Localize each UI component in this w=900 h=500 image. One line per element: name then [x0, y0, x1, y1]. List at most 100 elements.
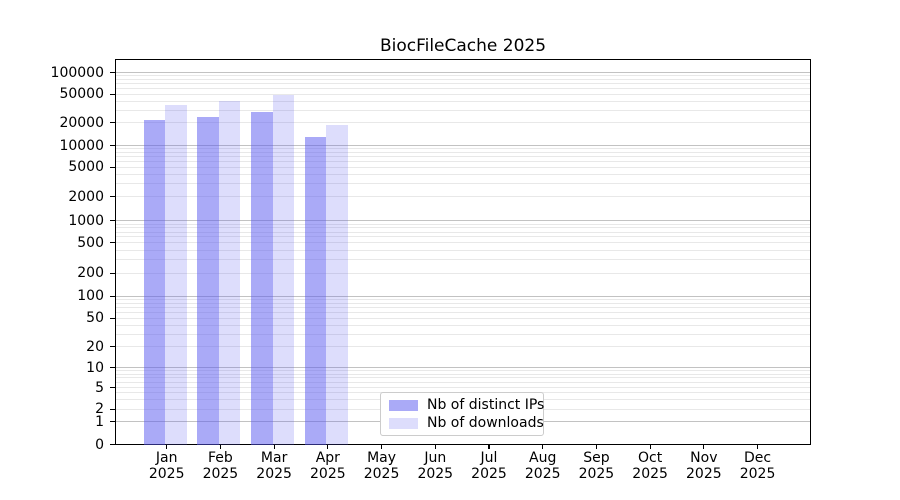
minor-gridline: [116, 242, 810, 244]
year-label: 2025: [686, 466, 722, 482]
major-gridline: [116, 220, 810, 222]
year-label: 2025: [471, 466, 507, 482]
y-tick-label: 50000: [59, 86, 104, 103]
bar-jan-distinct-ips: [143, 119, 166, 445]
x-tick-label-sep: Sep 2025: [566, 450, 626, 482]
y-tick-mark: [110, 367, 115, 369]
minor-gridline: [116, 166, 810, 168]
major-gridline: [116, 145, 810, 147]
year-label: 2025: [578, 466, 615, 482]
y-tick-label: 20: [86, 338, 104, 355]
major-gridline: [116, 72, 810, 74]
x-tick-mark: [595, 445, 597, 449]
x-tick-label-dec: Dec 2025: [728, 450, 788, 482]
year-label: 2025: [363, 466, 400, 482]
y-tick-mark: [110, 317, 115, 319]
minor-gridline: [116, 302, 810, 304]
y-tick-label: 20000: [59, 114, 104, 131]
y-tick-label: 100: [77, 288, 104, 304]
x-tick-mark: [380, 445, 383, 449]
x-tick-mark: [219, 445, 221, 449]
x-tick-label-feb: Feb 2025: [190, 450, 250, 482]
y-tick-label: 10000: [59, 137, 104, 154]
minor-gridline: [116, 272, 810, 274]
x-tick-mark: [756, 445, 759, 449]
x-tick-label-jan: Jan 2025: [137, 450, 197, 482]
x-tick-mark: [649, 445, 651, 449]
minor-gridline: [116, 152, 810, 154]
month-label: Jul: [480, 450, 498, 466]
y-tick-label: 0: [95, 436, 104, 453]
y-tick-mark: [110, 166, 115, 168]
minor-gridline: [116, 88, 810, 90]
x-tick-label-apr: Apr 2025: [298, 450, 358, 482]
minor-gridline: [116, 306, 810, 308]
x-tick-label-aug: Aug 2025: [513, 450, 573, 482]
minor-gridline: [116, 100, 810, 102]
minor-gridline: [116, 173, 810, 175]
month-label: Mar: [260, 450, 288, 466]
minor-gridline: [116, 156, 810, 158]
x-tick-label-jul: Jul 2025: [459, 450, 519, 482]
year-label: 2025: [632, 466, 668, 482]
x-tick-mark: [703, 445, 705, 449]
minor-gridline: [116, 377, 810, 379]
year-label: 2025: [202, 466, 239, 482]
month-label: Jan: [155, 450, 178, 466]
y-tick-mark: [110, 408, 115, 410]
y-tick-mark: [110, 272, 115, 274]
y-tick-label: 500: [77, 234, 104, 251]
y-tick-label: 5000: [68, 159, 104, 176]
legend-item-distinct-ips: Nb of distinct IPs: [389, 397, 544, 413]
y-tick-label: 200: [77, 265, 104, 282]
minor-gridline: [116, 93, 810, 95]
legend-swatch-distinct-ips-icon: [389, 399, 418, 411]
minor-gridline: [116, 83, 810, 85]
major-gridline: [116, 295, 810, 297]
year-label: 2025: [310, 466, 346, 482]
y-tick-mark: [110, 196, 115, 198]
minor-gridline: [116, 231, 810, 233]
month-label: May: [367, 450, 397, 466]
minor-gridline: [116, 236, 810, 238]
x-tick-mark: [166, 445, 168, 449]
y-tick-label: 50: [86, 310, 104, 327]
y-tick-mark: [110, 295, 115, 297]
y-tick-mark: [110, 387, 115, 389]
y-tick-label: 2: [95, 401, 104, 418]
minor-gridline: [116, 324, 810, 326]
year-label: 2025: [739, 466, 776, 482]
chart-title: BiocFileCache 2025: [379, 36, 547, 56]
year-label: 2025: [256, 466, 292, 482]
minor-gridline: [116, 370, 810, 372]
minor-gridline: [116, 75, 810, 77]
minor-gridline: [116, 259, 810, 261]
year-label: 2025: [148, 466, 185, 482]
month-label: Feb: [208, 450, 233, 466]
legend: Nb of distinct IPs Nb of downloads: [380, 392, 544, 436]
major-gridline: [116, 367, 810, 369]
x-tick-mark: [327, 445, 329, 449]
month-label: Oct: [638, 450, 663, 466]
minor-gridline: [116, 373, 810, 375]
bar-feb-downloads: [218, 101, 241, 445]
year-label: 2025: [524, 466, 561, 482]
legend-label-distinct-ips: Nb of distinct IPs: [427, 397, 545, 413]
bar-feb-distinct-ips: [197, 117, 219, 445]
year-label: 2025: [417, 466, 454, 482]
y-tick-mark: [110, 421, 115, 423]
minor-gridline: [116, 298, 810, 300]
minor-gridline: [116, 311, 810, 313]
y-tick-mark: [110, 444, 115, 446]
x-tick-mark: [434, 445, 436, 449]
minor-gridline: [116, 333, 810, 335]
month-label: Apr: [315, 450, 340, 466]
x-tick-label-nov: Nov 2025: [674, 450, 734, 482]
y-tick-label: 1: [95, 413, 104, 430]
legend-item-downloads: Nb of downloads: [389, 415, 544, 431]
minor-gridline: [116, 196, 810, 198]
minor-gridline: [116, 387, 810, 389]
minor-gridline: [116, 381, 810, 383]
y-tick-label: 2000: [68, 188, 104, 205]
legend-swatch-downloads-icon: [389, 417, 418, 429]
